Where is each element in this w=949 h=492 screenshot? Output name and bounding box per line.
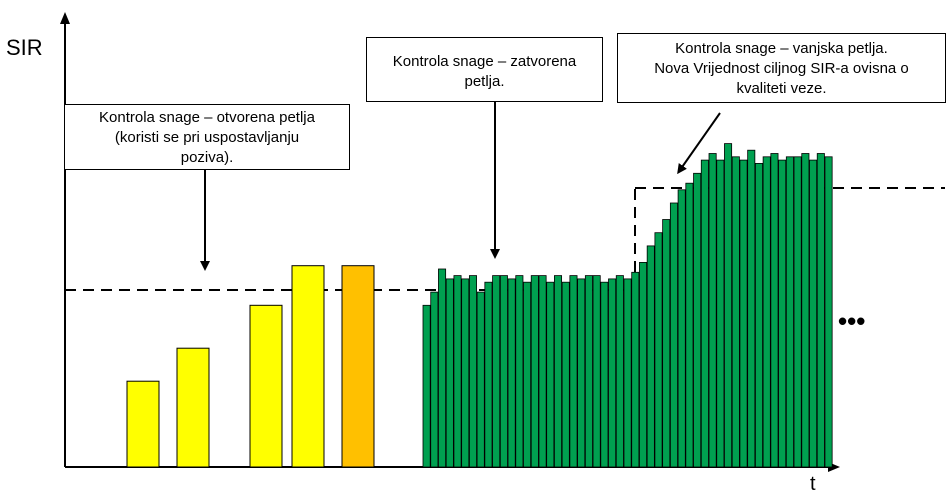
closed-loop-bar	[468, 275, 477, 468]
closed-loop-bar	[608, 278, 617, 468]
closed-loop-bar	[461, 278, 470, 468]
closed-loop-bar	[584, 275, 593, 468]
closed-loop-bar	[739, 159, 748, 468]
closed-loop-bar	[445, 278, 454, 468]
closed-loop-bar	[785, 156, 794, 468]
closed-loop-bar	[708, 153, 717, 468]
closed-loop-bar	[662, 219, 671, 468]
closed-loop-bar	[693, 172, 702, 468]
outer-loop-callout: Kontrola snage – vanjska petlja. Nova Vr…	[617, 33, 946, 103]
closed-loop-bar	[824, 156, 833, 468]
closed-loop-bar	[569, 275, 578, 468]
closed-loop-bar	[430, 291, 439, 468]
closed-loop-bar	[778, 159, 787, 468]
closed-loop-bar	[762, 156, 771, 468]
closed-loop-bar	[453, 275, 462, 468]
closed-loop-bar	[816, 153, 825, 468]
closed-loop-bar	[669, 202, 678, 468]
closed-loop-callout-line-1: Kontrola snage – zatvorena	[392, 53, 577, 70]
open-loop-callout-line-1: Kontrola snage – otvorena petlja	[99, 109, 315, 126]
closed-loop-bar	[724, 143, 733, 468]
outer-loop-pointer-arrow	[677, 112, 721, 175]
closed-loop-bar	[754, 162, 763, 468]
closed-loop-bar	[438, 268, 447, 468]
closed-loop-bar	[422, 304, 431, 468]
closed-loop-bar	[577, 278, 586, 468]
closed-loop-bars	[422, 143, 833, 468]
closed-loop-bar	[747, 149, 756, 468]
closed-loop-callout-line-2: petlja.	[464, 73, 505, 90]
closed-loop-bar	[770, 153, 779, 468]
x-axis-label: t	[810, 475, 816, 492]
open-loop-callout: Kontrola snage – otvorena petlja (korist…	[64, 104, 350, 170]
closed-loop-bar	[731, 156, 740, 468]
closed-loop-bar	[801, 153, 810, 468]
closed-loop-bar	[546, 281, 555, 468]
open-loop-bar	[291, 265, 325, 468]
closed-loop-bar	[716, 159, 725, 468]
continuation-ellipsis: •••	[838, 306, 865, 336]
closed-loop-bar	[700, 159, 709, 468]
closed-loop-bar	[476, 291, 485, 468]
closed-loop-bar	[631, 271, 640, 468]
closed-loop-bar	[554, 275, 563, 468]
closed-loop-bar	[685, 182, 694, 468]
closed-loop-bar	[677, 189, 686, 468]
open-loop-bar	[249, 304, 283, 468]
closed-loop-bar	[507, 278, 516, 468]
open-loop-callout-line-2: (koristi se pri uspostavljanju	[114, 129, 300, 146]
closed-loop-callout: Kontrola snage – zatvorena petlja.	[366, 37, 603, 102]
closed-loop-bar	[615, 275, 624, 468]
closed-loop-bar	[515, 275, 524, 468]
closed-loop-bar	[492, 275, 501, 468]
closed-loop-bar	[523, 281, 532, 468]
y-axis-arrow-icon	[60, 12, 70, 24]
closed-loop-bar	[484, 281, 493, 468]
closed-loop-bar	[654, 232, 663, 468]
closed-loop-bar	[639, 261, 648, 468]
open-loop-callout-line-3: poziva).	[180, 149, 234, 166]
closed-loop-bar	[646, 245, 655, 468]
closed-loop-bar	[561, 281, 570, 468]
closed-loop-bar	[592, 275, 601, 468]
outer-loop-callout-line-2: Nova Vrijednost ciljnog SIR-a ovisna o	[654, 60, 909, 77]
closed-loop-bar	[809, 159, 818, 468]
closed-loop-bar	[499, 275, 508, 468]
closed-loop-bar	[530, 275, 539, 468]
open-loop-bar	[126, 380, 160, 468]
open-loop-bars	[126, 265, 375, 468]
y-axis-label: SIR	[6, 35, 43, 60]
open-loop-bar	[176, 347, 210, 468]
outer-loop-callout-line-1: Kontrola snage – vanjska petlja.	[675, 40, 888, 57]
outer-loop-callout-line-3: kvaliteti veze.	[736, 80, 827, 97]
closed-loop-bar	[538, 275, 547, 468]
closed-loop-bar	[600, 281, 609, 468]
closed-loop-bar	[793, 156, 802, 468]
closed-loop-bar	[623, 278, 632, 468]
open-loop-bar-final	[341, 265, 375, 468]
